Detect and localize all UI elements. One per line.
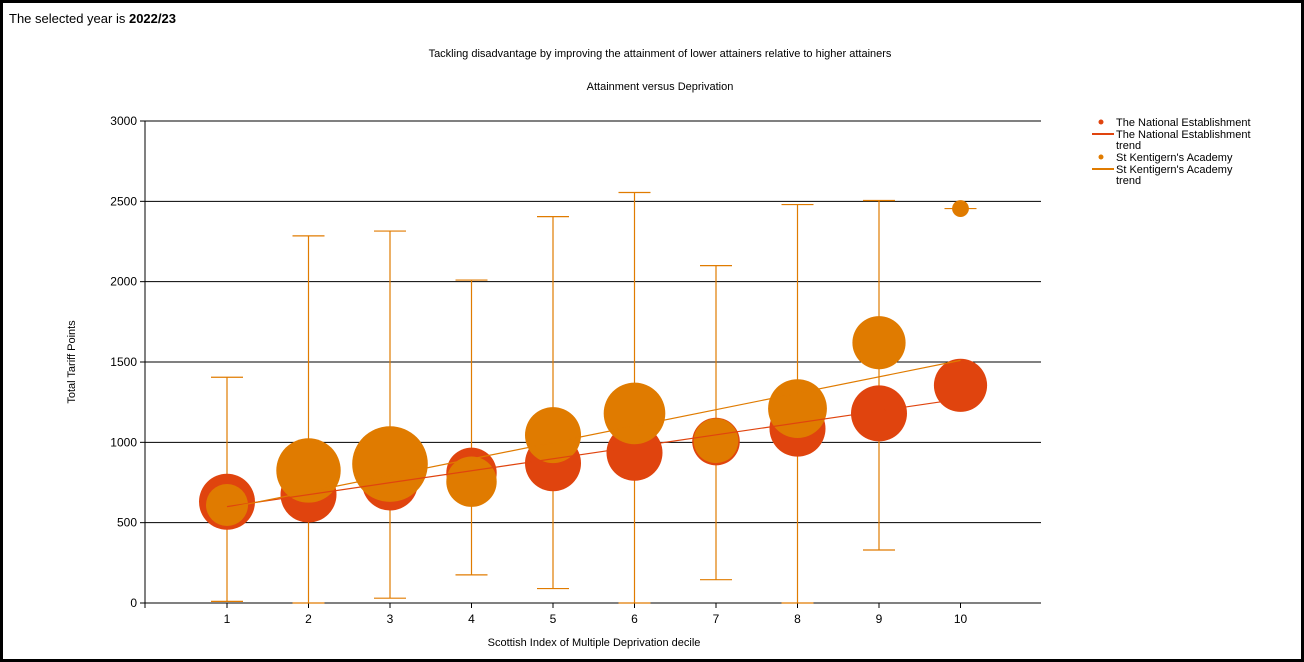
x-tick-label: 7 bbox=[713, 612, 720, 626]
x-tick-label: 1 bbox=[224, 612, 231, 626]
legend-label: The National Establishment bbox=[1116, 117, 1251, 129]
y-tick-label: 3000 bbox=[110, 114, 137, 128]
data-bubble bbox=[851, 385, 907, 442]
y-axis-ticks: 0 500 1000 1500 2000 2500 3000 bbox=[110, 114, 145, 610]
legend-marker bbox=[1098, 154, 1104, 160]
data-bubble bbox=[933, 358, 988, 412]
legend-label: St Kentigern's Academy trend bbox=[1116, 164, 1233, 187]
bubbles bbox=[199, 200, 988, 530]
legend-label: St Kentigern's Academy bbox=[1116, 152, 1233, 164]
gridlines bbox=[144, 120, 1041, 608]
y-tick-label: 2000 bbox=[110, 275, 137, 289]
data-bubble bbox=[276, 438, 341, 503]
data-bubble bbox=[206, 483, 248, 526]
data-bubble bbox=[852, 316, 906, 370]
selected-year-text: The selected year is 2022/23 bbox=[9, 11, 176, 26]
y-tick-label: 1000 bbox=[110, 435, 137, 449]
x-tick-label: 9 bbox=[876, 612, 883, 626]
trend-lines bbox=[226, 359, 961, 509]
x-tick-label: 2 bbox=[305, 612, 312, 626]
x-tick-label: 5 bbox=[550, 612, 557, 626]
y-tick-label: 2500 bbox=[110, 194, 137, 208]
x-tick-label: 3 bbox=[387, 612, 394, 626]
x-tick-label: 8 bbox=[794, 612, 801, 626]
x-tick-label: 6 bbox=[631, 612, 638, 626]
legend-label: The National Establishment trend bbox=[1116, 129, 1251, 152]
x-tick-label: 4 bbox=[468, 612, 475, 626]
chart-subtitle: Attainment versus Deprivation bbox=[587, 81, 734, 93]
y-tick-label: 0 bbox=[130, 596, 137, 610]
selected-year-value: 2022/23 bbox=[128, 11, 176, 26]
x-axis-ticks: 1 2 3 4 5 6 7 8 9 10 bbox=[224, 603, 968, 626]
x-axis-label: Scottish Index of Multiple Deprivation d… bbox=[488, 637, 701, 649]
y-tick-label: 1500 bbox=[110, 355, 137, 369]
legend-marker bbox=[1098, 119, 1104, 125]
data-bubble bbox=[693, 418, 739, 464]
data-bubble bbox=[446, 456, 497, 507]
data-bubble bbox=[768, 379, 827, 438]
data-bubble bbox=[952, 200, 969, 217]
trend-line bbox=[226, 398, 961, 508]
trend-line bbox=[226, 359, 961, 509]
x-tick-label: 10 bbox=[954, 612, 968, 626]
data-bubble bbox=[525, 407, 581, 464]
y-tick-label: 500 bbox=[117, 516, 137, 530]
y-axis-label: Total Tariff Points bbox=[66, 320, 78, 404]
data-bubble bbox=[352, 426, 428, 502]
selected-year-prefix: The selected year is bbox=[9, 11, 126, 26]
chart-title: Tackling disadvantage by improving the a… bbox=[429, 48, 892, 60]
data-bubble bbox=[603, 382, 666, 445]
